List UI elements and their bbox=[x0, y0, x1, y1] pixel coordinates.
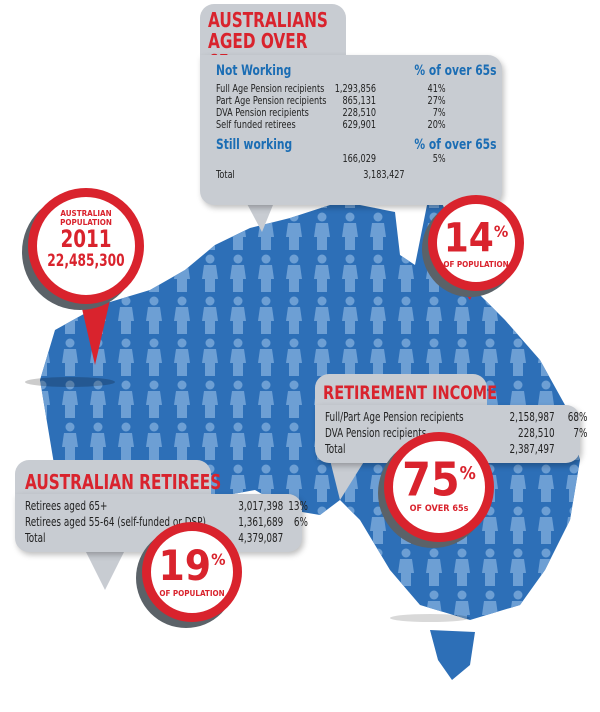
row-pct: 68% bbox=[567, 410, 588, 424]
row-label: DVA Pension recipients bbox=[216, 106, 309, 119]
row-pct bbox=[555, 441, 588, 457]
still-working-value: 166,029 bbox=[342, 152, 377, 165]
income-percent-circle: 75% OF OVER 65s bbox=[384, 432, 494, 542]
row-value: 228,510 bbox=[342, 106, 377, 119]
row-pct: 13% bbox=[288, 499, 308, 513]
table-row: Full/Part Age Pension recipients 2,158,98… bbox=[325, 409, 587, 425]
row-value: 2,387,497 bbox=[509, 442, 555, 456]
not-working-label: Not Working bbox=[216, 63, 292, 79]
row-label: Retirees aged 65+ bbox=[25, 499, 108, 513]
population-value: 22,485,300 bbox=[47, 251, 125, 271]
retirees-percent-sub: OF POPULATION bbox=[159, 589, 225, 598]
row-value: 1,293,856 bbox=[334, 82, 377, 95]
row-value: 2,158,987 bbox=[509, 410, 555, 424]
table-row: Total 2,387,497 bbox=[325, 441, 587, 457]
row-value: 1,361,689 bbox=[238, 515, 284, 529]
row-label: Total bbox=[325, 442, 346, 456]
row-label: Retirees aged 55-64 (self-funded or DSP) bbox=[25, 515, 206, 529]
row-pct: 7% bbox=[432, 106, 446, 119]
over65-percent-number: 14 bbox=[443, 215, 494, 262]
table-row: DVA Pension recipients 228,510 7% bbox=[325, 425, 587, 441]
row-pct: 7% bbox=[573, 426, 588, 440]
row-value: 4,379,087 bbox=[238, 531, 284, 545]
row-label: Full/Part Age Pension recipients bbox=[325, 410, 464, 424]
population-year: 2011 bbox=[60, 225, 112, 253]
row-pct bbox=[283, 530, 308, 546]
table-row: Self funded retirees 629,901 20% bbox=[216, 119, 446, 131]
still-working-row: 166,029 5% bbox=[216, 152, 446, 165]
retirees-title-tab: AUSTRALIAN RETIREES bbox=[15, 460, 221, 500]
row-value: 3,017,398 bbox=[238, 499, 284, 513]
retirees-percent-number: 19 bbox=[158, 541, 212, 590]
over65-total-value: 3,183,427 bbox=[363, 168, 405, 181]
pct-header: % of over 65s bbox=[414, 63, 497, 79]
row-pct: 20% bbox=[427, 118, 446, 131]
row-pct: 27% bbox=[427, 94, 446, 107]
income-percent-sign: % bbox=[459, 463, 476, 484]
row-pct: 41% bbox=[427, 82, 446, 95]
over65-title-tab: AUSTRALIANS AGED OVER 65 bbox=[200, 4, 346, 73]
income-title-tab: RETIREMENT INCOME bbox=[315, 374, 497, 410]
row-value: 629,901 bbox=[342, 118, 377, 131]
tasmania-shape bbox=[430, 630, 475, 680]
population-circle: AUSTRALIAN POPULATION 2011 22,485,300 bbox=[28, 188, 144, 304]
row-label: DVA Pension recipients bbox=[325, 426, 427, 440]
population-line1: AUSTRALIAN bbox=[60, 209, 112, 218]
table-row: Total 4,379,087 bbox=[25, 530, 308, 546]
row-label: Part Age Pension recipients bbox=[216, 94, 327, 107]
over65-panel: Not Working % of over 65s Full Age Pensi… bbox=[200, 55, 502, 205]
table-row: DVA Pension recipients 228,510 7% bbox=[216, 107, 446, 119]
table-row: Retirees aged 55-64 (self-funded or DSP)… bbox=[25, 514, 308, 530]
pct-header-2: % of over 65s bbox=[414, 137, 497, 153]
row-pct: 6% bbox=[293, 515, 308, 529]
still-working-label: Still working bbox=[216, 137, 293, 153]
retirees-panel: Retirees aged 65+ 3,017,398 13% Retirees ag… bbox=[15, 494, 308, 552]
over65-percent-sign: % bbox=[493, 222, 509, 241]
row-label: Self funded retirees bbox=[216, 118, 296, 131]
population-line2: POPULATION bbox=[60, 218, 112, 227]
still-working-pct: 5% bbox=[432, 152, 446, 165]
row-label: Total bbox=[25, 531, 46, 545]
over65-total-label: Total bbox=[216, 168, 235, 181]
over65-total-row: Total 3,183,427 bbox=[216, 169, 446, 181]
row-label: Full Age Pension recipients bbox=[216, 82, 325, 95]
retirees-percent-circle: 19% OF POPULATION bbox=[142, 522, 242, 622]
row-value: 228,510 bbox=[517, 426, 555, 440]
over65-percent-sub: OF POPULATION bbox=[443, 260, 509, 270]
table-row: Full Age Pension recipients 1,293,856 41% bbox=[216, 83, 446, 95]
income-percent-sub: OF OVER 65s bbox=[409, 504, 469, 515]
row-value: 865,131 bbox=[342, 94, 377, 107]
over65-title-line1: AUSTRALIANS bbox=[208, 8, 328, 32]
income-percent-number: 75 bbox=[402, 452, 460, 507]
table-row: Retirees aged 65+ 3,017,398 13% bbox=[25, 498, 308, 514]
retirees-title: AUSTRALIAN RETIREES bbox=[25, 470, 222, 494]
over65-percent-circle: 14% OF POPULATION bbox=[428, 195, 524, 291]
income-title: RETIREMENT INCOME bbox=[323, 382, 498, 404]
table-row: Part Age Pension recipients 865,131 27% bbox=[216, 95, 446, 107]
retirees-percent-sign: % bbox=[211, 550, 226, 569]
